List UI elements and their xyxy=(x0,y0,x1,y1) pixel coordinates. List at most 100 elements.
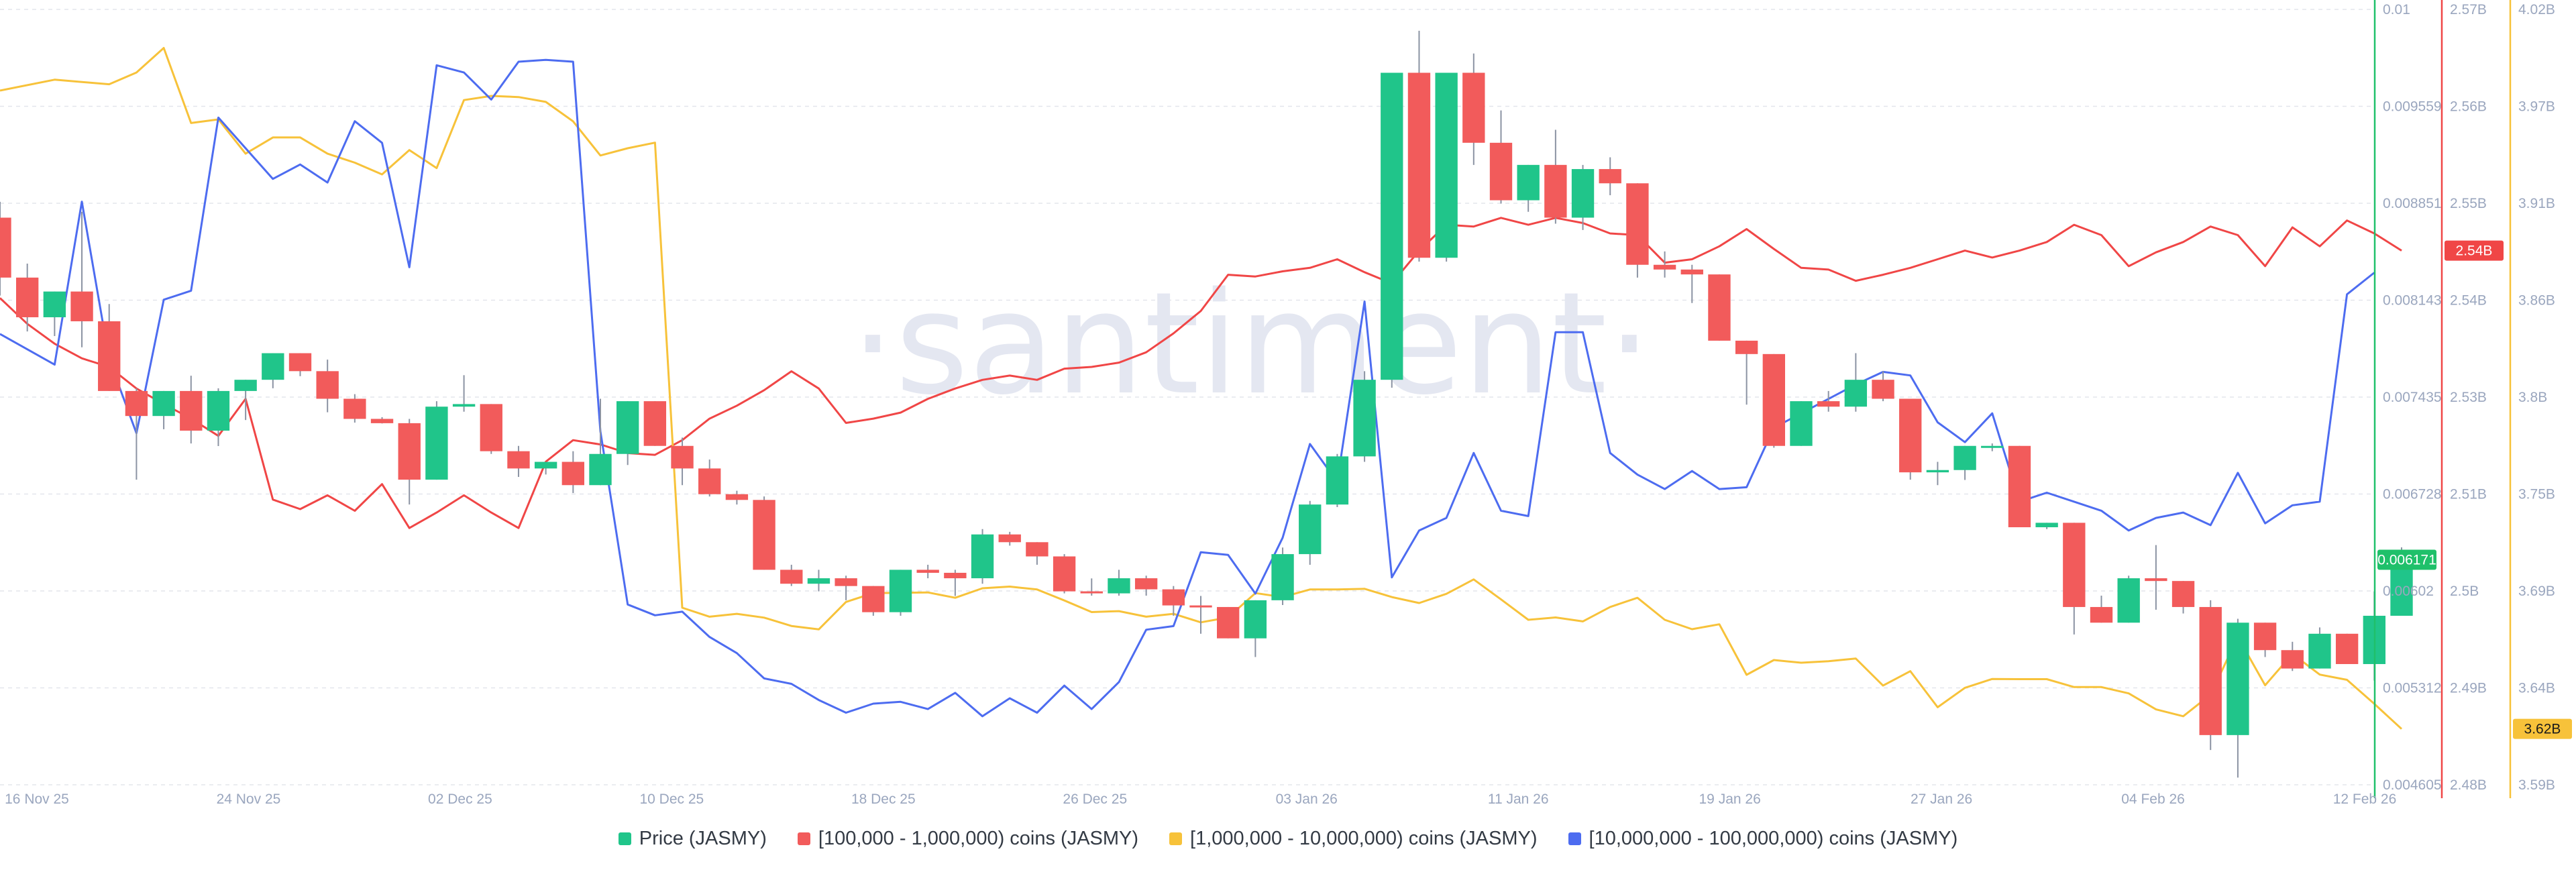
candle-body xyxy=(1762,353,1785,446)
x-axis-tick-label: 27 Jan 26 xyxy=(1911,792,1972,807)
legend-item-price[interactable]: Price (JASMY) xyxy=(618,827,767,850)
legend-item-red[interactable]: [100,000 - 1,000,000) coins (JASMY) xyxy=(797,828,1138,850)
candle-body xyxy=(589,453,612,486)
price-candle xyxy=(425,401,448,480)
price-candle xyxy=(2199,600,2222,751)
price-candle xyxy=(1599,157,1621,196)
price-candle xyxy=(944,569,967,596)
price-candle xyxy=(616,401,639,466)
price-candle xyxy=(125,388,148,480)
candle-body xyxy=(807,578,830,584)
legend-label-price: Price (JASMY) xyxy=(639,827,767,849)
candle-body xyxy=(2117,578,2140,623)
price-candle xyxy=(2171,581,2195,614)
price-axis-tick: 0.008143 xyxy=(2383,293,2442,309)
price-candle xyxy=(1626,183,1649,278)
price-candle xyxy=(780,564,803,586)
candle-body xyxy=(43,291,66,317)
legend-item-yellow[interactable]: [1,000,000 - 10,000,000) coins (JASMY) xyxy=(1169,828,1538,850)
candle-body xyxy=(862,586,885,612)
red-axis-tick: 2.57B xyxy=(2450,2,2487,17)
candle-body xyxy=(98,321,121,391)
candle-body xyxy=(1026,542,1049,557)
red-axis-tick: 2.51B xyxy=(2450,487,2487,502)
price-candle xyxy=(207,388,230,446)
price-candle xyxy=(2281,641,2304,671)
price-candle xyxy=(2308,627,2331,669)
candle-body xyxy=(1189,605,1212,608)
price-axis-tick: 0.008851 xyxy=(2383,196,2442,211)
price-candle xyxy=(2253,622,2277,657)
candle-body xyxy=(1407,72,1431,258)
candle-body xyxy=(1108,578,1130,594)
price-candle xyxy=(971,529,994,584)
candle-body xyxy=(0,217,11,278)
candle-body xyxy=(725,494,749,500)
price-candle xyxy=(343,394,366,423)
candle-body xyxy=(1899,398,1922,473)
price-candle xyxy=(1817,390,1840,412)
legend-swatch-yellow xyxy=(1169,832,1183,845)
candle-body xyxy=(534,461,557,469)
candle-body xyxy=(1517,164,1540,201)
price-candle xyxy=(43,291,66,337)
price-axis-tick: 0.007435 xyxy=(2383,390,2442,405)
price-candle xyxy=(889,569,912,616)
red-current-label-text: 2.54B xyxy=(2456,243,2493,259)
price-candle xyxy=(16,264,39,332)
price-candle xyxy=(398,419,421,505)
x-axis-tick-label: 26 Dec 25 xyxy=(1063,792,1127,807)
price-axis-tick: 0.00602 xyxy=(2383,584,2434,599)
price-candle xyxy=(480,404,502,454)
red-axis-tick: 2.53B xyxy=(2450,390,2487,405)
candle-body xyxy=(2308,633,2331,669)
price-candle xyxy=(561,451,584,494)
legend: Price (JASMY) [100,000 - 1,000,000) coin… xyxy=(0,824,2576,853)
candle-body xyxy=(316,371,339,399)
price-candle xyxy=(1217,606,1240,639)
red-current-label-bg xyxy=(2445,240,2504,261)
price-candle xyxy=(1053,554,1076,594)
x-axis-tick-label: 10 Dec 25 xyxy=(639,792,704,807)
candle-body xyxy=(1462,72,1485,143)
candle-body xyxy=(1134,578,1158,590)
price-candle xyxy=(998,531,1021,546)
yellow-axis-tick: 3.8B xyxy=(2518,390,2547,405)
price-candle xyxy=(916,564,939,579)
watermark-text: ·santiment· xyxy=(851,262,1652,426)
series-line-blue xyxy=(0,58,2375,718)
candle-body xyxy=(671,445,694,469)
candle-body xyxy=(1326,456,1349,505)
candle-body xyxy=(1435,72,1458,258)
candle-body xyxy=(1653,264,1676,270)
price-candle xyxy=(534,461,557,475)
price-candle xyxy=(98,304,121,391)
yellow-current-label-bg xyxy=(2513,718,2572,739)
x-axis-tick-label: 24 Nov 25 xyxy=(217,792,281,807)
legend-item-blue[interactable]: [10,000,000 - 100,000,000) coins (JASMY) xyxy=(1568,827,1958,850)
price-candle xyxy=(1790,401,1813,446)
candle-body xyxy=(971,534,994,579)
candle-body xyxy=(1489,142,1513,201)
legend-label-blue: [10,000,000 - 100,000,000) coins (JASMY) xyxy=(1589,827,1958,849)
price-axis-tick: 0.005312 xyxy=(2383,681,2442,696)
candle-body xyxy=(2199,606,2222,735)
yellow-axis-tick: 3.64B xyxy=(2518,681,2555,696)
yellow-current-label: 3.62B xyxy=(2513,718,2572,739)
price-candle xyxy=(1134,576,1158,596)
candle-body xyxy=(398,423,421,480)
price-candle xyxy=(452,375,476,412)
price-candle xyxy=(589,398,612,486)
candle-body xyxy=(753,500,775,570)
price-candle xyxy=(2117,576,2140,623)
candle-body xyxy=(1162,589,1185,606)
candle-body xyxy=(452,404,476,407)
price-candle xyxy=(1899,398,1922,480)
red-axis-tick: 2.49B xyxy=(2450,681,2487,696)
legend-swatch-price xyxy=(618,832,631,845)
candle-body xyxy=(1053,556,1076,592)
price-candle xyxy=(234,380,257,421)
price-candle xyxy=(1708,274,1731,341)
candle-body xyxy=(1271,554,1294,600)
price-candle xyxy=(316,360,339,413)
